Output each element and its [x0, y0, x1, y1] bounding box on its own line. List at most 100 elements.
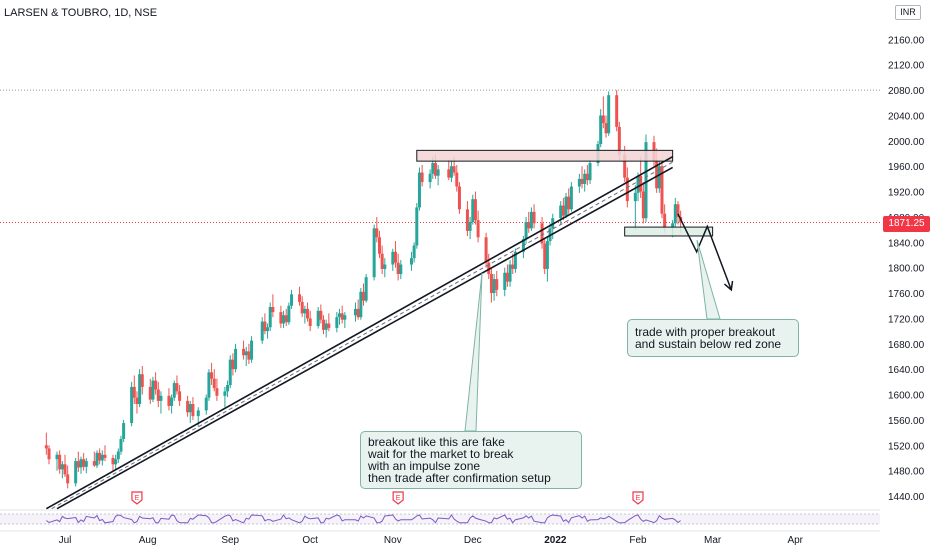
candle-body: [364, 277, 368, 301]
candle-body: [657, 166, 661, 189]
candle-body: [204, 397, 208, 411]
candle-body: [473, 199, 477, 221]
candle-body: [284, 315, 288, 323]
note-trade[interactable]: trade with proper breakout and sustain b…: [627, 319, 799, 357]
price-tick-label: 1440.00: [888, 492, 925, 503]
candle-body: [191, 404, 195, 417]
current-price-tag: 1871.25: [883, 216, 930, 232]
candle-body: [298, 294, 302, 302]
trendline: [45, 155, 674, 510]
projection-path: [464, 213, 734, 432]
candle-body: [231, 359, 235, 370]
candle-body: [655, 161, 659, 189]
candle-body: [393, 251, 397, 263]
candle-body: [636, 175, 640, 193]
candle-body: [417, 172, 421, 208]
candle-body: [372, 228, 376, 278]
note-breakout-line: then trade after confirmation setup: [368, 471, 551, 485]
candle-body: [263, 321, 267, 332]
candle-body: [676, 204, 680, 217]
candle-body: [663, 213, 667, 229]
candle-body: [95, 452, 99, 466]
candle-body: [79, 459, 83, 468]
candle-body: [420, 172, 424, 183]
candle-body: [415, 207, 419, 246]
candle-body: [92, 461, 96, 466]
candle-body: [492, 279, 496, 294]
earnings-icon-letter: E: [135, 495, 140, 502]
candle-body: [588, 163, 592, 181]
candle-body: [170, 397, 174, 406]
note-breakout[interactable]: breakout like this are fake wait for the…: [360, 431, 582, 489]
candle-body: [66, 474, 70, 484]
candle-body: [559, 205, 563, 219]
time-tick-label: Mar: [704, 535, 722, 546]
candle-body: [449, 166, 453, 178]
candle-body: [383, 264, 387, 269]
candle-body: [457, 186, 461, 210]
candle-body: [639, 175, 643, 192]
candle-body: [175, 383, 179, 392]
oscillator-band: [0, 514, 880, 524]
candle-body: [431, 163, 435, 174]
price-tick-label: 1920.00: [888, 188, 925, 199]
candle-body: [148, 386, 152, 400]
earnings-icon: [392, 491, 404, 505]
candle-body: [287, 305, 291, 323]
candle-body: [375, 228, 379, 238]
candle-body: [60, 464, 64, 470]
candle-body: [100, 454, 104, 461]
candle-body: [76, 461, 80, 468]
candle-body: [55, 454, 59, 460]
candle-body: [489, 274, 493, 294]
green-support-zone: [624, 226, 714, 237]
oscillator-pane: [0, 509, 880, 532]
price-tick-label: 2080.00: [888, 86, 925, 97]
price-tick-label: 1960.00: [888, 162, 925, 173]
candle-body: [543, 243, 547, 269]
candle-body: [228, 359, 232, 386]
price-tick-label: 1560.00: [888, 416, 925, 427]
candle-body: [82, 459, 86, 467]
price-tick-label: 1680.00: [888, 340, 925, 351]
candle-body: [98, 452, 102, 461]
candle-body: [343, 315, 347, 320]
candle-body: [452, 166, 456, 173]
candle-body: [279, 312, 283, 324]
candle-body: [122, 423, 126, 439]
candle-body: [671, 223, 675, 229]
candle-body: [529, 211, 533, 229]
candle-body: [58, 454, 62, 470]
candle-body: [399, 264, 403, 275]
candle-body: [74, 461, 78, 484]
candle-body: [455, 172, 459, 187]
currency-badge[interactable]: INR: [895, 5, 921, 20]
candle-body: [172, 383, 176, 398]
candle-body: [156, 389, 160, 401]
candle-body: [130, 386, 134, 424]
candle-body: [324, 323, 328, 330]
candle-body: [316, 310, 320, 327]
oscillator-line: [46, 514, 681, 524]
candle-body: [380, 253, 384, 269]
earnings-icon: [131, 491, 143, 505]
candle-body: [322, 319, 326, 330]
candle-body: [300, 301, 304, 314]
candle-body: [583, 173, 587, 184]
candle-body: [234, 348, 238, 370]
candle-body: [154, 380, 158, 390]
candle-body: [132, 386, 136, 398]
candle-body: [282, 315, 286, 324]
candle-body: [623, 154, 627, 178]
candle-body: [47, 448, 51, 460]
candle-body: [540, 223, 544, 244]
note-trade-line: trade with proper breakout: [635, 325, 776, 339]
candle-body: [487, 262, 491, 275]
candle-body: [186, 400, 190, 413]
red-resistance-zone: [416, 149, 674, 162]
candle-body: [577, 178, 581, 187]
candle-body: [244, 351, 248, 356]
candle-body: [503, 272, 507, 290]
